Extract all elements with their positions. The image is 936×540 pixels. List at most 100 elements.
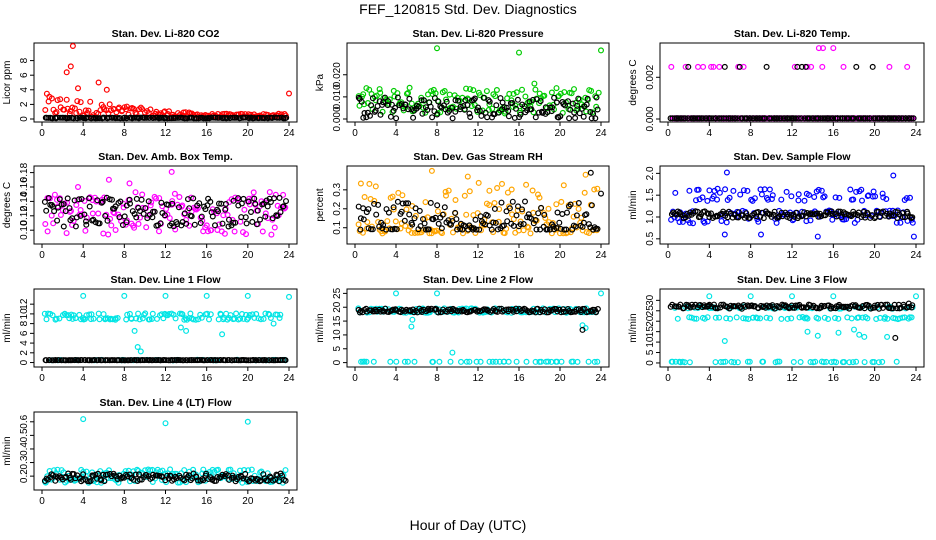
data-point: [209, 213, 216, 220]
data-point: [908, 314, 915, 321]
data-point: [376, 86, 383, 93]
data-point: [833, 359, 840, 366]
data-point: [585, 358, 592, 365]
data-point: [410, 114, 417, 121]
data-point: [512, 105, 519, 112]
data-point: [583, 108, 590, 115]
data-point: [268, 231, 275, 238]
data-point: [592, 308, 599, 315]
y-tick-label: 6: [19, 330, 30, 336]
data-point: [392, 104, 399, 111]
data-point: [193, 114, 200, 121]
x-tick-label: 16: [201, 373, 213, 384]
x-tick-label: 24: [910, 250, 922, 261]
data-point: [505, 113, 512, 120]
data-point: [905, 315, 912, 322]
data-point: [183, 220, 190, 227]
data-point: [564, 229, 571, 236]
data-point: [134, 344, 141, 351]
y-tick-label: 2: [19, 101, 30, 107]
data-point: [686, 359, 693, 366]
panel-title: Stan. Dev. Amb. Box Temp.: [98, 151, 233, 163]
data-point: [731, 359, 738, 366]
plot-frame: [346, 288, 610, 368]
data-point: [86, 203, 93, 210]
data-point: [240, 195, 247, 202]
panel-title: Stan. Dev. Li-820 CO2: [112, 28, 220, 40]
data-point: [513, 358, 520, 365]
x-tick-label: 20: [554, 373, 566, 384]
x-tick-label: 24: [595, 250, 607, 261]
data-point: [909, 214, 916, 221]
data-point: [43, 357, 50, 364]
x-tick-label: 12: [160, 373, 172, 384]
data-point: [531, 80, 538, 87]
data-point: [871, 215, 878, 222]
data-point: [795, 213, 802, 220]
x-tick-label: 0: [39, 373, 45, 384]
data-point: [764, 196, 771, 203]
data-point: [224, 316, 231, 323]
data-point: [62, 208, 69, 215]
data-point: [712, 314, 719, 321]
panel-title: Stan. Dev. Li-820 Pressure: [412, 28, 543, 40]
data-point: [435, 98, 442, 105]
data-point: [101, 478, 108, 485]
data-point: [390, 306, 397, 313]
data-point: [570, 213, 577, 220]
x-tick-label: 8: [434, 128, 440, 139]
data-point: [117, 115, 124, 122]
data-point: [861, 359, 868, 366]
data-point: [245, 467, 252, 474]
data-point: [815, 45, 822, 52]
data-point: [286, 293, 293, 300]
data-point: [436, 358, 443, 365]
data-point: [452, 209, 459, 216]
data-point: [389, 193, 396, 200]
data-point: [815, 186, 822, 193]
data-point: [95, 310, 102, 317]
data-point: [557, 113, 564, 120]
data-point: [241, 467, 248, 474]
data-point: [858, 197, 865, 204]
data-point: [262, 213, 269, 220]
data-point: [422, 199, 429, 206]
data-point: [78, 357, 85, 364]
data-point: [235, 195, 242, 202]
data-point: [788, 193, 795, 200]
data-point: [542, 215, 549, 222]
x-tick-label: 0: [352, 373, 358, 384]
data-point: [856, 331, 863, 338]
data-point: [504, 218, 511, 225]
data-point: [871, 302, 878, 309]
data-point: [434, 290, 441, 297]
panel-title: Stan. Dev. Line 1 Flow: [110, 274, 221, 286]
data-point: [203, 222, 210, 229]
data-point: [532, 114, 539, 121]
data-point: [712, 115, 719, 122]
data-point: [592, 93, 599, 100]
series-2: [41, 470, 289, 485]
data-point: [203, 470, 210, 477]
data-point: [443, 98, 450, 105]
data-point: [363, 209, 370, 216]
data-point: [408, 229, 415, 236]
data-point: [224, 114, 231, 121]
data-point: [767, 315, 774, 322]
data-point: [695, 186, 702, 193]
data-point: [672, 189, 679, 196]
data-point: [744, 187, 751, 194]
data-point: [43, 316, 50, 323]
data-point: [204, 357, 211, 364]
data-point: [279, 357, 286, 364]
data-point: [166, 215, 173, 222]
data-point: [818, 187, 825, 194]
data-point: [176, 194, 183, 201]
data-point: [847, 186, 854, 193]
data-point: [52, 357, 59, 364]
data-point: [513, 89, 520, 96]
data-point: [452, 108, 459, 115]
x-tick-label: 24: [595, 373, 607, 384]
data-point: [385, 98, 392, 105]
data-point: [123, 316, 130, 323]
